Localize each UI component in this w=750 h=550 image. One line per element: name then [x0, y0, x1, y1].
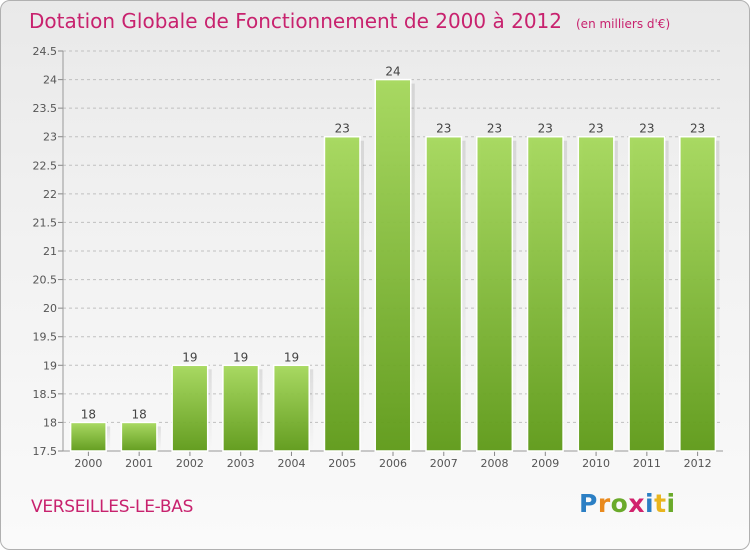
chart-title: Dotation Globale de Fonctionnement de 20… — [29, 9, 670, 33]
bar[interactable] — [120, 421, 158, 452]
bar[interactable] — [323, 135, 361, 452]
x-tick-label: 2012 — [684, 457, 712, 470]
bar-value-label: 24 — [385, 65, 400, 79]
bar[interactable] — [171, 364, 209, 452]
city-name: VERSEILLES-LE-BAS — [31, 497, 194, 517]
x-tick-label: 2009 — [531, 457, 559, 470]
x-tick-label: 2005 — [328, 457, 356, 470]
bar-value-label: 23 — [335, 122, 350, 136]
bar[interactable] — [272, 364, 310, 452]
x-tick-label: 2002 — [176, 457, 204, 470]
y-tick-label: 20.5 — [33, 274, 58, 287]
y-tick-label: 24 — [43, 74, 57, 87]
chart-subtitle: (en milliers d'€) — [576, 17, 671, 31]
bar[interactable] — [374, 78, 412, 452]
y-tick-label: 19.5 — [33, 331, 58, 344]
x-tick-label: 2006 — [379, 457, 407, 470]
bar-value-label: 19 — [182, 350, 197, 364]
bar[interactable] — [526, 135, 564, 452]
y-tick-label: 20 — [43, 302, 57, 315]
x-tick-label: 2007 — [430, 457, 458, 470]
bar[interactable] — [476, 135, 514, 452]
bar-value-label: 23 — [690, 122, 705, 136]
bar[interactable] — [222, 364, 260, 452]
y-tick-label: 22.5 — [33, 159, 58, 172]
y-tick-label: 23.5 — [33, 102, 58, 115]
bar-value-label: 23 — [436, 122, 451, 136]
x-tick-label: 2004 — [277, 457, 305, 470]
y-tick-label: 18 — [43, 416, 57, 429]
y-tick-label: 18.5 — [33, 388, 58, 401]
bar-value-label: 18 — [132, 407, 147, 421]
x-tick-label: 2001 — [125, 457, 153, 470]
bar[interactable] — [425, 135, 463, 452]
bar-value-label: 23 — [538, 122, 553, 136]
bar[interactable] — [69, 421, 107, 452]
bar[interactable] — [577, 135, 615, 452]
y-tick-label: 21.5 — [33, 216, 58, 229]
bar-value-label: 19 — [284, 350, 299, 364]
y-tick-label: 19 — [43, 359, 57, 372]
x-tick-label: 2008 — [481, 457, 509, 470]
chart-title-text: Dotation Globale de Fonctionnement de 20… — [29, 9, 562, 33]
bar-value-label: 23 — [588, 122, 603, 136]
y-tick-label: 17.5 — [33, 445, 58, 458]
y-tick-label: 24.5 — [33, 45, 58, 58]
y-tick-label: 21 — [43, 245, 57, 258]
bar-layer: 18 18 19 19 19 23 24 23 23 23 23 23 23 — [69, 65, 720, 452]
proxiti-logo[interactable]: Proxiti — [579, 489, 676, 518]
x-tick-label: 2000 — [74, 457, 102, 470]
bar-value-label: 19 — [233, 350, 248, 364]
y-tick-label: 23 — [43, 131, 57, 144]
bar-value-label: 23 — [487, 122, 502, 136]
bar-value-label: 18 — [81, 407, 96, 421]
bar[interactable] — [628, 135, 666, 452]
bar-value-label: 23 — [639, 122, 654, 136]
y-tick-label: 22 — [43, 188, 57, 201]
x-tick-label: 2003 — [227, 457, 255, 470]
x-tick-label: 2011 — [633, 457, 661, 470]
bar[interactable] — [679, 135, 717, 452]
x-tick-label: 2010 — [582, 457, 610, 470]
